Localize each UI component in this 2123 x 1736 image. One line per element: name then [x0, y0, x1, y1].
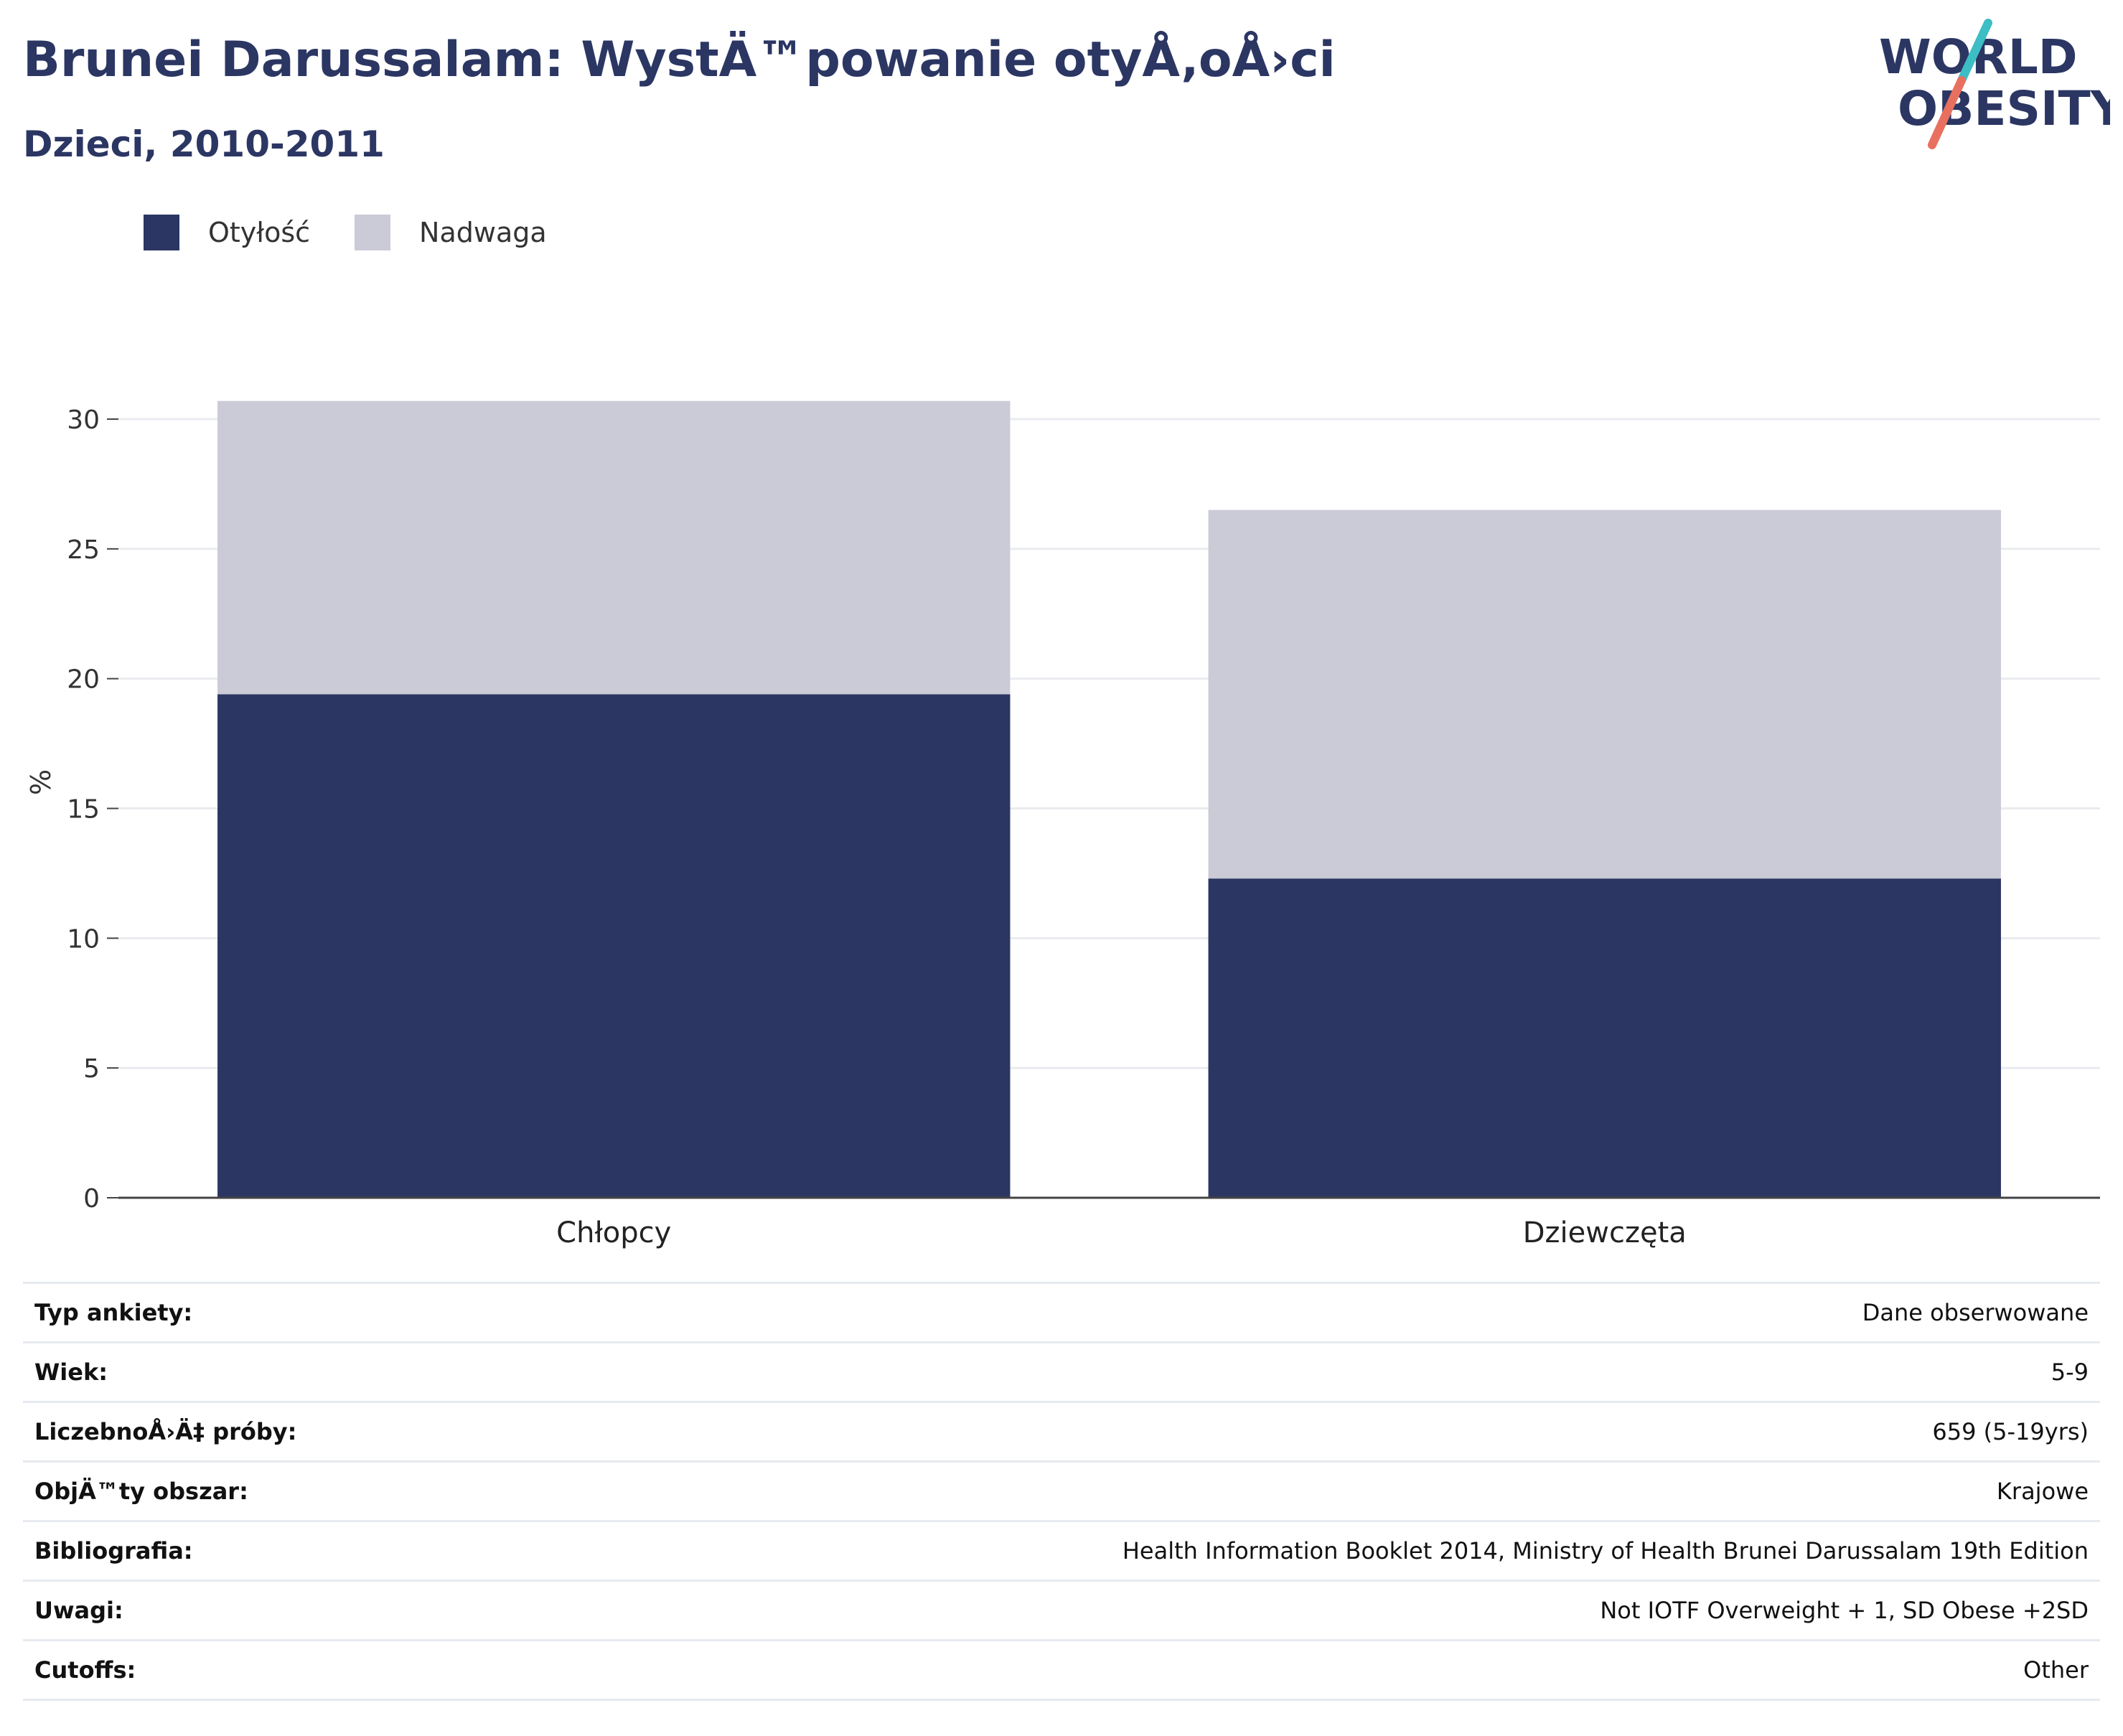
- page-title: Brunei Darussalam: WystÄ™powanie otyÅ‚oÅ…: [23, 32, 1336, 88]
- x-tick-label: Dziewczęta: [1523, 1216, 1687, 1249]
- info-value: Krajowe: [487, 1460, 2100, 1521]
- bar-obesity-1: [1208, 878, 2001, 1198]
- info-row: LiczebnoÅ›Ä‡ próby: 659 (5-19yrs): [23, 1401, 2100, 1462]
- info-value: Health Information Booklet 2014, Ministr…: [487, 1520, 2100, 1581]
- legend-item-overweight[interactable]: Nadwaga: [355, 215, 547, 250]
- logo-slash-teal: [1957, 19, 1992, 85]
- info-value: 659 (5-19yrs): [487, 1401, 2100, 1462]
- bar-obesity-0: [217, 694, 1011, 1198]
- y-tick-label: 25: [67, 535, 100, 565]
- y-tick-label: 20: [67, 665, 100, 695]
- info-label: Uwagi:: [23, 1580, 488, 1641]
- y-tick-label: 15: [67, 795, 100, 825]
- legend-swatch-overweight: [355, 215, 391, 250]
- legend-label-obesity: Otyłość: [208, 217, 311, 248]
- survey-info-table: Typ ankiety: Dane obserwowane Wiek: 5-9 Licz…: [23, 1282, 2100, 1701]
- info-label: LiczebnoÅ›Ä‡ próby:: [23, 1401, 488, 1462]
- bar-overweight-0: [217, 400, 1011, 695]
- info-row: Cutoffs: Other: [23, 1639, 2100, 1701]
- y-axis-label: %: [25, 769, 57, 795]
- info-label: ObjÄ™ty obszar:: [23, 1460, 488, 1521]
- y-tick-label: 10: [67, 924, 100, 954]
- info-value: Dane obserwowane: [487, 1282, 2100, 1343]
- info-row: ObjÄ™ty obszar: Krajowe: [23, 1460, 2100, 1521]
- info-label: Bibliografia:: [23, 1520, 488, 1581]
- info-value: 5-9: [487, 1341, 2100, 1402]
- stacked-bar-chart: 0 5 10 15 20 25 30% Chłopcy Dziewczęta: [25, 400, 2100, 1249]
- info-row: Uwagi: Not IOTF Overweight + 1, SD Obese …: [23, 1580, 2100, 1641]
- info-row: Wiek: 5-9: [23, 1341, 2100, 1402]
- info-row: Bibliografia: Health Information Booklet …: [23, 1520, 2100, 1581]
- y-tick-label: 30: [67, 405, 100, 435]
- bar-overweight-1: [1208, 510, 2001, 879]
- info-row: Typ ankiety: Dane obserwowane: [23, 1282, 2100, 1343]
- logo-slash-coral: [1928, 76, 1966, 149]
- info-label: Typ ankiety:: [23, 1282, 488, 1343]
- legend-item-obesity[interactable]: Otyłość: [144, 215, 310, 250]
- page-subtitle: Dzieci, 2010-2011: [23, 123, 385, 165]
- info-value: Other: [487, 1639, 2100, 1701]
- logo-text-obesity: OBESITY: [1898, 81, 2110, 136]
- y-tick-label: 5: [83, 1054, 100, 1084]
- info-label: Cutoffs:: [23, 1639, 488, 1701]
- info-label: Wiek:: [23, 1341, 488, 1402]
- chart-legend: Otyłość Nadwaga: [144, 212, 591, 253]
- x-tick-label: Chłopcy: [556, 1216, 671, 1249]
- legend-label-overweight: Nadwaga: [419, 217, 547, 248]
- legend-swatch-obesity: [144, 215, 179, 250]
- world-obesity-logo: WORLD OBESITY: [1879, 19, 2110, 149]
- info-value: Not IOTF Overweight + 1, SD Obese +2SD: [487, 1580, 2100, 1641]
- y-tick-label: 0: [83, 1184, 100, 1214]
